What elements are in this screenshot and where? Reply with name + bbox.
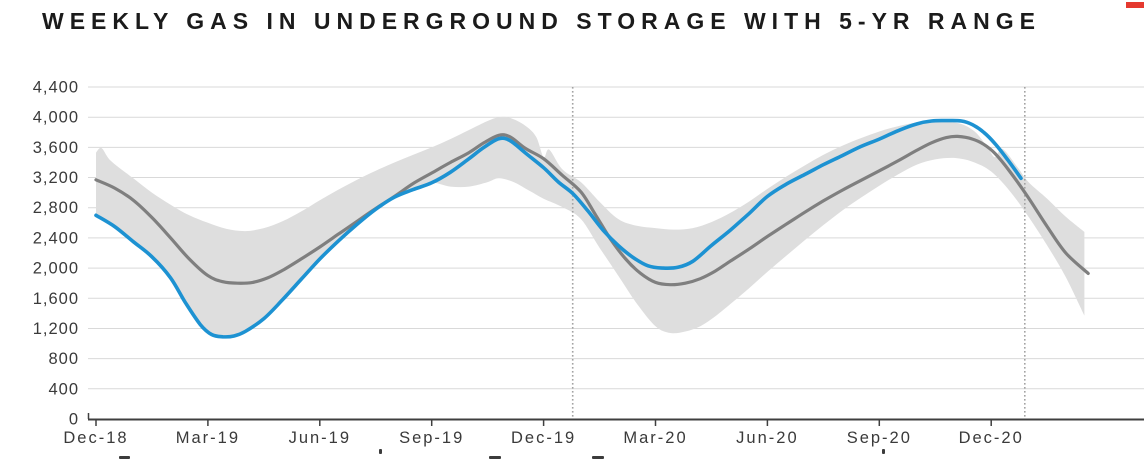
x-tick-label: Mar-19	[176, 429, 240, 447]
cropped-legend-fragment	[489, 456, 501, 459]
x-tick-label: Sep-19	[399, 429, 464, 447]
y-tick-label: 1,600	[33, 290, 79, 308]
weekly-storage-line	[94, 118, 1023, 339]
y-tick-label: 800	[48, 350, 79, 368]
x-tick-label: Dec-18	[63, 429, 128, 447]
y-tick-label: 3,200	[33, 169, 79, 187]
y-tick-label: 2,000	[33, 260, 79, 278]
x-tick-label: Dec-20	[959, 429, 1024, 447]
cropped-legend-fragment	[882, 449, 885, 454]
y-tick-label: 0	[69, 411, 79, 429]
y-tick-label: 2,400	[33, 229, 79, 247]
y-tick-label: 400	[48, 380, 79, 398]
x-tick-label: Mar-20	[623, 429, 687, 447]
y-tick-label: 4,400	[33, 79, 79, 97]
cropped-red-artifact	[1126, 2, 1144, 8]
cropped-legend-fragment	[379, 449, 382, 454]
cropped-legend-fragment	[119, 456, 130, 459]
x-tick-label: Sep-20	[847, 429, 912, 447]
x-tick-label: Jun-19	[289, 429, 351, 447]
y-tick-label: 1,200	[33, 320, 79, 338]
y-tick-label: 2,800	[33, 199, 79, 217]
y-tick-label: 3,600	[33, 139, 79, 157]
x-tick-label: Dec-19	[511, 429, 576, 447]
five-year-range-band	[96, 116, 1085, 337]
chart-title: WEEKLY GAS IN UNDERGROUND STORAGE WITH 5…	[42, 8, 1041, 34]
cropped-legend-fragment	[592, 456, 604, 459]
five-year-average-line	[94, 133, 1090, 287]
y-tick-label: 4,000	[33, 109, 79, 127]
x-tick-label: Jun-20	[736, 429, 798, 447]
